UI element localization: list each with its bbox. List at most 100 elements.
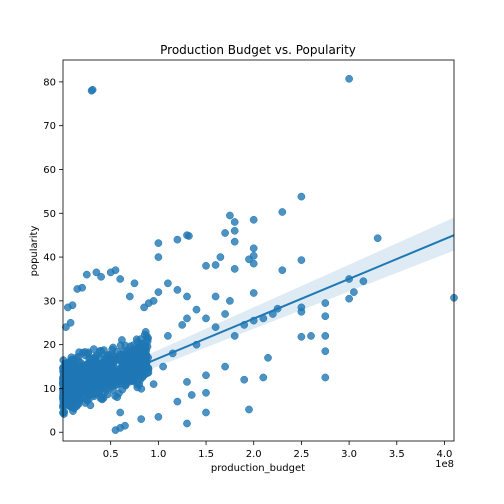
data-point	[297, 307, 306, 316]
data-point	[106, 268, 115, 277]
data-point	[128, 373, 137, 382]
data-point	[221, 362, 229, 371]
data-point	[154, 239, 163, 247]
data-point	[173, 397, 182, 406]
data-point	[80, 361, 89, 370]
data-point	[173, 235, 182, 244]
data-point	[125, 292, 134, 301]
data-point	[121, 421, 129, 430]
data-point	[249, 259, 258, 268]
data-point	[249, 289, 258, 297]
y-tick-label: 50	[43, 209, 56, 220]
data-point	[178, 321, 187, 329]
data-point	[111, 381, 120, 390]
data-point	[130, 279, 139, 288]
x-tick-label: 4.0	[437, 449, 453, 460]
data-point	[116, 408, 125, 417]
data-point	[216, 253, 225, 261]
data-point	[183, 378, 191, 386]
regression-line	[62, 234, 455, 400]
data-point	[240, 375, 249, 384]
data-point	[297, 332, 306, 341]
x-tick-label: 1.5	[198, 449, 214, 460]
data-point	[154, 413, 163, 421]
data-point	[112, 365, 121, 373]
data-point	[89, 345, 98, 353]
data-point	[359, 277, 368, 286]
y-tick-label: 0	[50, 428, 56, 439]
data-point	[202, 408, 210, 417]
data-point	[192, 305, 201, 314]
data-point	[129, 341, 138, 350]
data-point	[100, 384, 108, 392]
x-tick-label: 3.5	[389, 449, 405, 460]
data-point	[297, 192, 306, 201]
data-point	[211, 323, 220, 331]
x-tick-label: 3.0	[341, 449, 357, 460]
data-point	[278, 266, 287, 275]
data-point	[230, 226, 239, 235]
y-tick-label: 40	[43, 253, 56, 264]
data-point	[183, 419, 191, 428]
data-point	[230, 332, 239, 340]
data-point	[118, 385, 127, 394]
data-point	[64, 366, 73, 374]
data-point	[307, 332, 315, 340]
data-point	[88, 85, 97, 94]
data-point	[226, 297, 234, 305]
data-point	[321, 347, 330, 356]
data-point	[140, 303, 148, 312]
data-point	[221, 310, 229, 318]
data-point	[226, 211, 234, 220]
y-axis-label: popularity	[29, 226, 40, 277]
data-point	[129, 356, 138, 365]
data-point	[75, 375, 83, 384]
data-point	[264, 353, 272, 362]
data-point	[221, 229, 229, 237]
data-point	[183, 314, 191, 323]
x-axis-label: production_budget	[211, 463, 305, 474]
data-point	[154, 253, 163, 261]
y-axis-ticks: 0 10 20 30 40 50 60 70 80	[43, 77, 63, 439]
chart-title: Production Budget vs. Popularity	[160, 43, 356, 57]
y-tick-label: 10	[43, 384, 56, 395]
data-point	[140, 371, 149, 379]
data-point	[110, 352, 119, 361]
data-point	[345, 294, 353, 303]
data-point	[202, 261, 210, 270]
data-point	[345, 74, 353, 83]
y-tick-label: 80	[43, 77, 56, 88]
data-point	[245, 405, 253, 414]
y-tick-label: 60	[43, 165, 56, 176]
x-offset-label: 1e8	[435, 459, 454, 470]
data-point	[67, 376, 76, 384]
data-point	[137, 415, 146, 423]
data-point	[143, 335, 151, 344]
data-point	[164, 332, 172, 340]
data-point	[202, 388, 210, 397]
data-point	[159, 362, 167, 371]
data-point	[121, 341, 130, 350]
data-point	[111, 426, 120, 434]
y-tick-label: 70	[43, 121, 56, 132]
data-point	[80, 368, 89, 377]
data-point	[92, 268, 101, 277]
regression-line-layer	[62, 234, 455, 400]
data-point	[230, 218, 239, 226]
data-point	[93, 364, 102, 373]
data-point	[185, 232, 193, 240]
data-point	[202, 371, 210, 380]
data-point	[249, 215, 258, 224]
data-point	[187, 391, 196, 399]
data-point	[66, 318, 75, 327]
data-point	[97, 393, 106, 401]
data-point	[116, 275, 125, 283]
data-point	[297, 256, 306, 264]
data-point	[164, 279, 172, 288]
y-tick-label: 20	[43, 340, 56, 351]
data-point	[278, 208, 287, 216]
data-point	[211, 261, 220, 269]
data-point	[259, 373, 268, 382]
data-point	[73, 382, 81, 390]
